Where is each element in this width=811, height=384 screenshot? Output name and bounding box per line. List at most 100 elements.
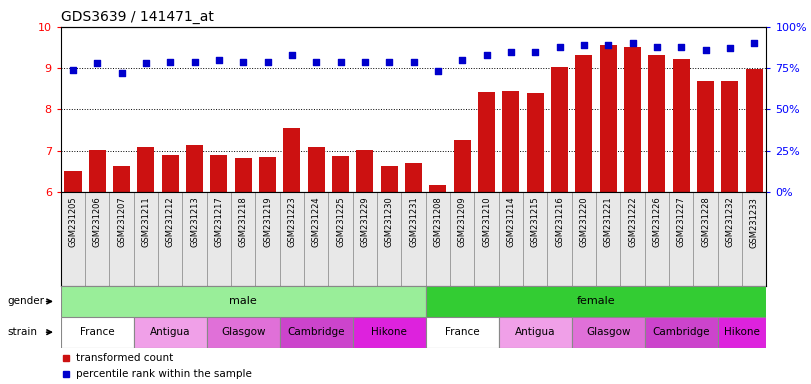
- Bar: [718, 317, 766, 348]
- Point: [310, 58, 323, 65]
- Text: France: France: [80, 327, 114, 337]
- Bar: [526, 93, 543, 192]
- Point: [650, 44, 663, 50]
- Text: GSM231215: GSM231215: [530, 197, 540, 247]
- Point: [553, 44, 566, 50]
- Text: GSM231210: GSM231210: [482, 197, 491, 247]
- Text: France: France: [445, 327, 479, 337]
- Text: transformed count: transformed count: [76, 353, 174, 363]
- Point: [748, 40, 761, 46]
- Text: GSM231217: GSM231217: [214, 197, 224, 247]
- Text: GSM231218: GSM231218: [238, 197, 248, 247]
- Point: [139, 60, 152, 66]
- Text: GSM231231: GSM231231: [409, 197, 418, 247]
- Bar: [405, 163, 422, 192]
- Text: GSM231219: GSM231219: [263, 197, 272, 247]
- Text: GDS3639 / 141471_at: GDS3639 / 141471_at: [61, 10, 214, 25]
- Text: GSM231208: GSM231208: [433, 197, 443, 247]
- Bar: [380, 166, 397, 192]
- Text: strain: strain: [7, 327, 37, 337]
- Text: GSM231229: GSM231229: [360, 197, 370, 247]
- Point: [529, 49, 542, 55]
- Text: GSM231233: GSM231233: [749, 197, 759, 248]
- Text: Glasgow: Glasgow: [221, 327, 265, 337]
- Text: Hikone: Hikone: [371, 327, 407, 337]
- Point: [480, 52, 493, 58]
- Text: GSM231211: GSM231211: [141, 197, 151, 247]
- Bar: [478, 92, 495, 192]
- Point: [164, 58, 177, 65]
- Bar: [186, 146, 203, 192]
- Point: [67, 67, 79, 73]
- Bar: [280, 317, 353, 348]
- Bar: [353, 317, 426, 348]
- Text: GSM231223: GSM231223: [287, 197, 297, 247]
- Bar: [134, 317, 207, 348]
- Point: [456, 57, 469, 63]
- Point: [334, 58, 347, 65]
- Point: [577, 42, 590, 48]
- Point: [626, 40, 639, 46]
- Text: Cambridge: Cambridge: [653, 327, 710, 337]
- Text: Glasgow: Glasgow: [586, 327, 630, 337]
- Bar: [64, 170, 81, 192]
- Text: percentile rank within the sample: percentile rank within the sample: [76, 369, 252, 379]
- Point: [261, 58, 274, 65]
- Bar: [137, 147, 154, 192]
- Text: GSM231214: GSM231214: [506, 197, 516, 247]
- Point: [431, 68, 444, 74]
- Point: [237, 58, 250, 65]
- Text: GSM231221: GSM231221: [603, 197, 613, 247]
- Bar: [426, 317, 499, 348]
- Text: Hikone: Hikone: [724, 327, 760, 337]
- Bar: [333, 156, 349, 192]
- Bar: [745, 69, 762, 192]
- Bar: [575, 55, 592, 192]
- Point: [358, 58, 371, 65]
- Bar: [283, 128, 300, 192]
- Point: [602, 42, 615, 48]
- Text: GSM231207: GSM231207: [117, 197, 127, 247]
- Text: GSM231228: GSM231228: [701, 197, 710, 247]
- Point: [188, 58, 201, 65]
- Text: male: male: [230, 296, 257, 306]
- Text: GSM231216: GSM231216: [555, 197, 564, 247]
- Bar: [502, 91, 519, 192]
- Bar: [697, 81, 714, 192]
- Text: GSM231206: GSM231206: [92, 197, 102, 247]
- Point: [115, 70, 128, 76]
- Point: [212, 57, 225, 63]
- Point: [383, 58, 396, 65]
- Bar: [672, 59, 689, 192]
- Bar: [259, 157, 276, 192]
- Text: gender: gender: [7, 296, 45, 306]
- Bar: [648, 55, 665, 192]
- Bar: [61, 317, 134, 348]
- Bar: [88, 150, 105, 192]
- Bar: [307, 147, 324, 192]
- Text: Antigua: Antigua: [515, 327, 556, 337]
- Text: GSM231205: GSM231205: [68, 197, 78, 247]
- Text: Cambridge: Cambridge: [288, 327, 345, 337]
- Text: GSM231209: GSM231209: [457, 197, 467, 247]
- Text: GSM231212: GSM231212: [165, 197, 175, 247]
- Text: GSM231226: GSM231226: [652, 197, 662, 247]
- Bar: [645, 317, 718, 348]
- Bar: [499, 317, 572, 348]
- Bar: [426, 286, 766, 317]
- Bar: [454, 140, 470, 192]
- Text: female: female: [577, 296, 616, 306]
- Bar: [235, 158, 251, 192]
- Text: Antigua: Antigua: [150, 327, 191, 337]
- Bar: [599, 45, 616, 192]
- Text: GSM231222: GSM231222: [628, 197, 637, 247]
- Bar: [572, 317, 645, 348]
- Bar: [721, 81, 738, 192]
- Point: [675, 44, 688, 50]
- Bar: [207, 317, 280, 348]
- Bar: [551, 67, 568, 192]
- Point: [285, 52, 298, 58]
- Point: [91, 60, 104, 66]
- Bar: [624, 47, 641, 192]
- Text: GSM231230: GSM231230: [384, 197, 394, 247]
